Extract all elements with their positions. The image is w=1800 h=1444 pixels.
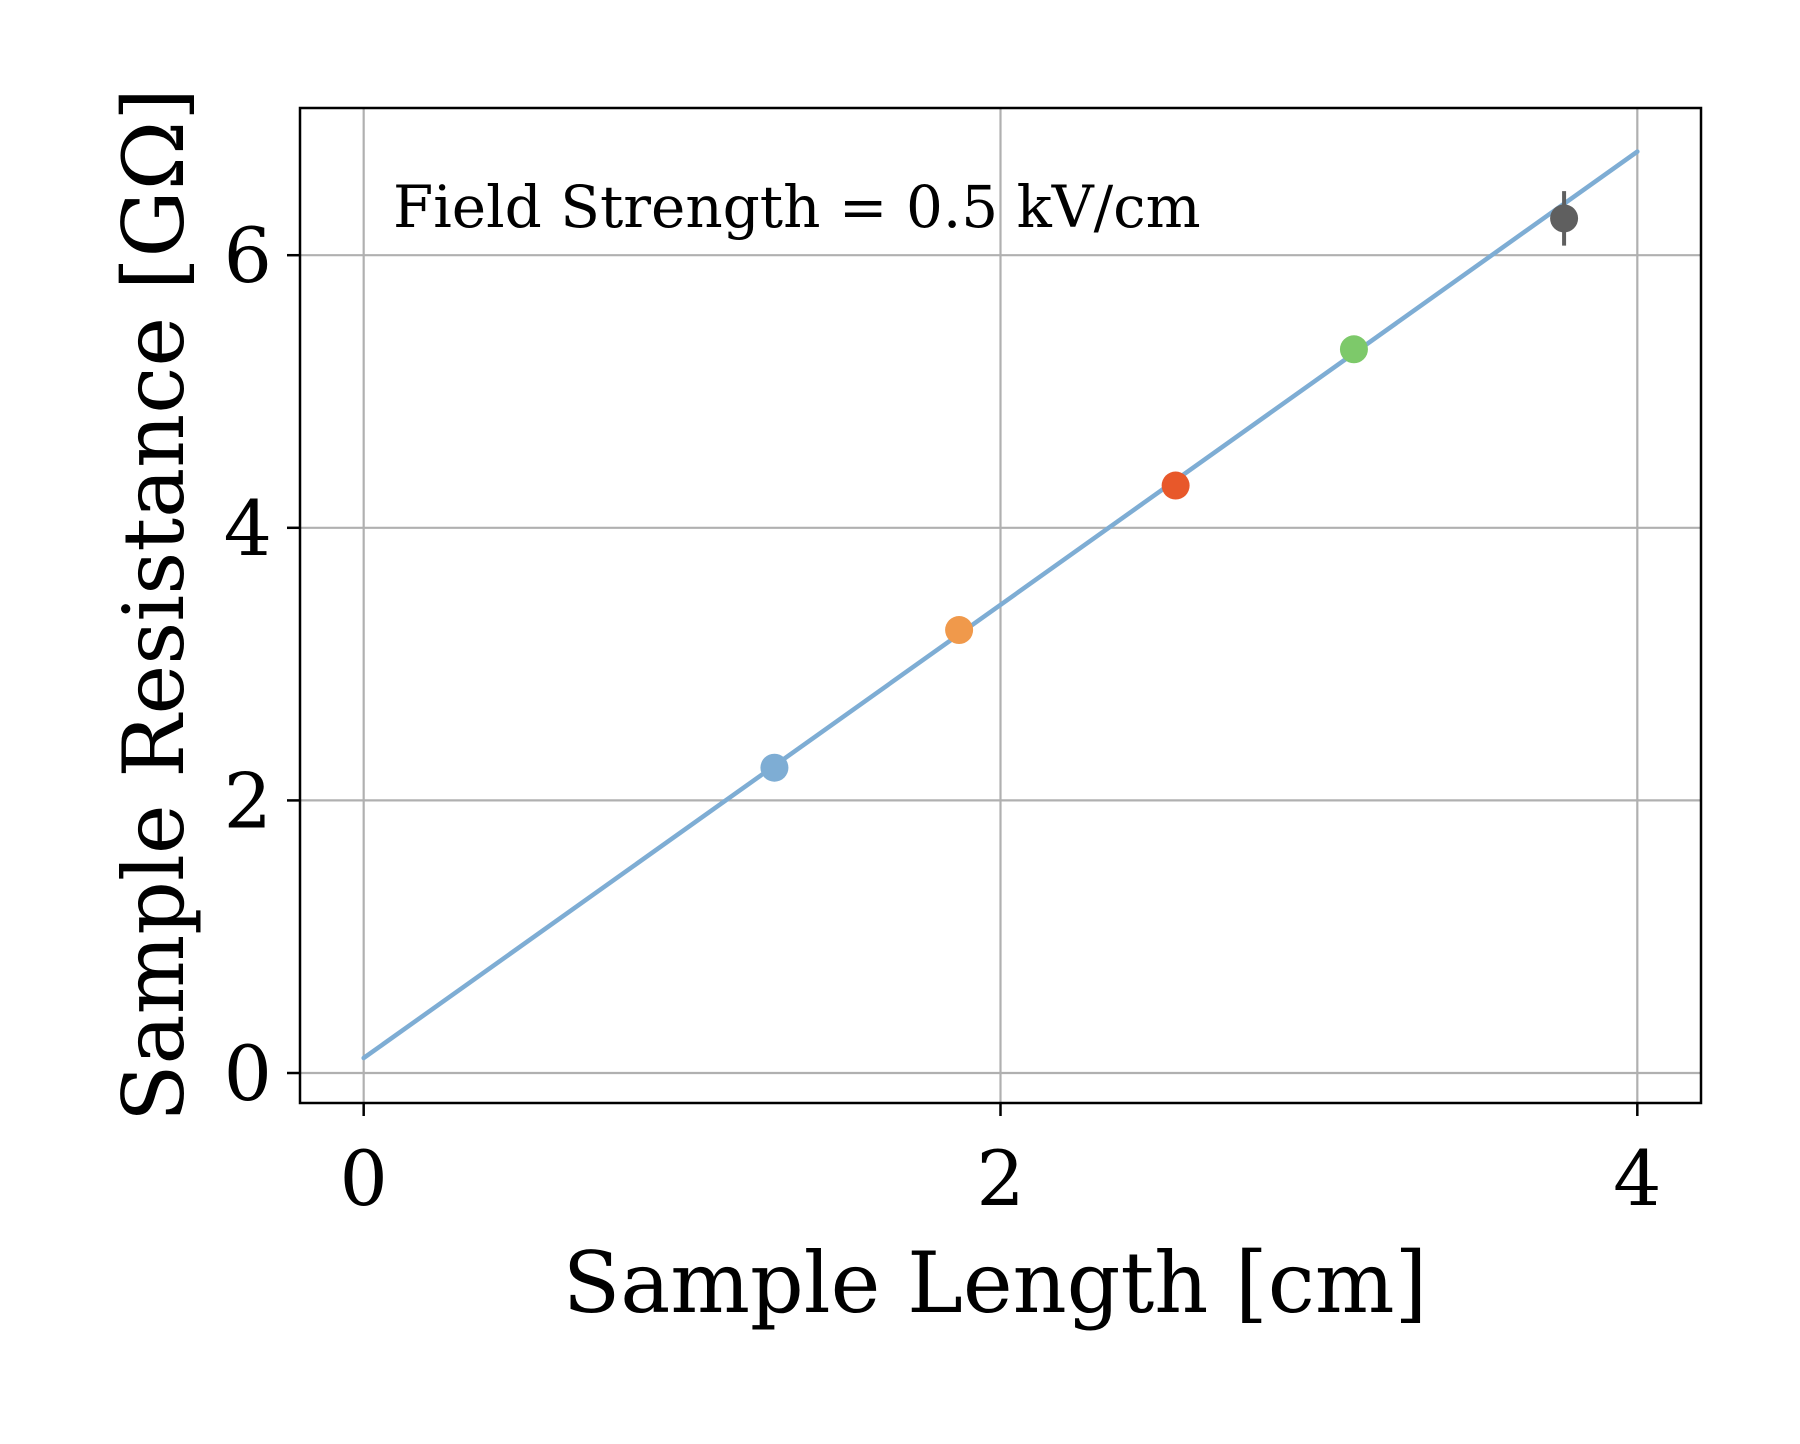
y-axis-label: Sample Resistance [GΩ] bbox=[105, 88, 203, 1122]
data-point bbox=[1339, 335, 1368, 364]
x-tick-label: 4 bbox=[1613, 1134, 1661, 1223]
x-tick-label: 0 bbox=[340, 1134, 388, 1223]
fit-line bbox=[361, 149, 1640, 1061]
points-layer bbox=[760, 191, 1579, 782]
fit-layer bbox=[361, 149, 1640, 1061]
ticks-layer: 0 2 4 0 2 4 6 bbox=[224, 211, 1662, 1223]
data-point bbox=[945, 616, 974, 645]
y-tick-label: 0 bbox=[224, 1029, 272, 1118]
y-tick-label: 2 bbox=[224, 756, 272, 845]
data-point bbox=[760, 753, 789, 782]
y-tick-label: 6 bbox=[224, 211, 272, 300]
data-point bbox=[1161, 471, 1190, 500]
field-strength-annotation: Field Strength = 0.5 kV/cm bbox=[393, 173, 1201, 241]
x-tick-label: 2 bbox=[976, 1134, 1024, 1223]
data-point bbox=[1550, 204, 1579, 233]
grid-layer bbox=[300, 108, 1701, 1103]
x-axis-label: Sample Length [cm] bbox=[563, 1234, 1428, 1332]
y-tick-label: 4 bbox=[224, 484, 272, 573]
